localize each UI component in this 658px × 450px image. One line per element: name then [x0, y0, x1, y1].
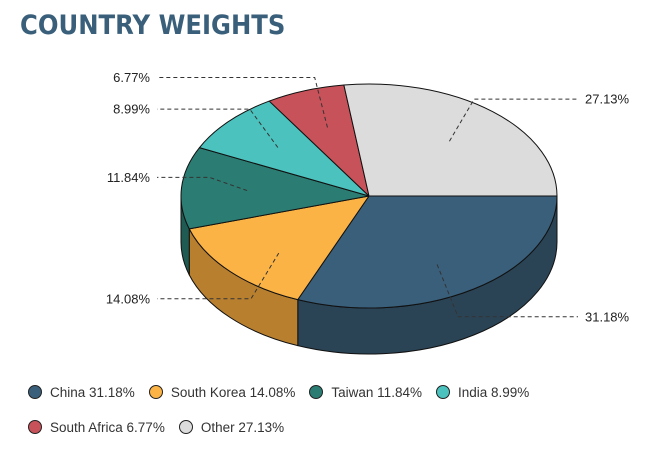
leader-line-china [436, 264, 578, 318]
data-label-taiwan: 11.84% [107, 170, 151, 185]
legend-swatch-india [435, 385, 450, 399]
pie-slice-south-korea [188, 195, 370, 301]
pie-slice-china [297, 195, 558, 309]
leader-line-india [157, 108, 279, 148]
legend-swatch-taiwan [309, 385, 324, 399]
chart-legend: China 31.18% South Korea 14.08% Taiwan 11.… [28, 380, 638, 439]
legend-item-south-africa: South Africa 6.77% [28, 415, 165, 439]
leader-line-south-africa [157, 77, 328, 128]
legend-label-south-korea: South Korea 14.08% [170, 384, 296, 400]
legend-label-south-africa: South Africa 6.77% [50, 419, 165, 435]
legend-item-taiwan: Taiwan 11.84% [309, 380, 422, 404]
legend-item-china: China 31.18% [28, 380, 135, 404]
legend-label-india: India 8.99% [457, 384, 530, 400]
pie-slice-india [198, 100, 370, 197]
legend-item-other: Other 27.13% [178, 415, 285, 439]
data-label-south-korea: 14.08% [106, 291, 151, 306]
data-label-other: 27.13% [585, 92, 630, 107]
chart-title: COUNTRY WEIGHTS [20, 10, 286, 41]
leader-line-other [448, 98, 578, 142]
legend-item-south-korea: South Korea 14.08% [148, 380, 296, 404]
legend-swatch-china [28, 385, 42, 399]
legend-swatch-south-africa [28, 420, 42, 434]
data-label-china: 31.18% [585, 309, 630, 324]
pie-slice-taiwan [180, 147, 370, 230]
legend-swatch-other [178, 420, 193, 434]
leader-line-south-korea [157, 252, 280, 300]
legend-item-india: India 8.99% [435, 380, 530, 404]
legend-label-other: Other 27.13% [200, 419, 285, 435]
data-label-india: 8.99% [113, 102, 150, 117]
legend-label-china: China 31.18% [50, 384, 135, 400]
pie-chart: 31.18% 14.08% 11.84% 8.99% 6.77% 27.13% [106, 70, 630, 355]
data-label-south-africa: 6.77% [113, 70, 150, 85]
legend-label-taiwan: Taiwan 11.84% [331, 384, 422, 400]
legend-swatch-south-korea [148, 385, 163, 399]
